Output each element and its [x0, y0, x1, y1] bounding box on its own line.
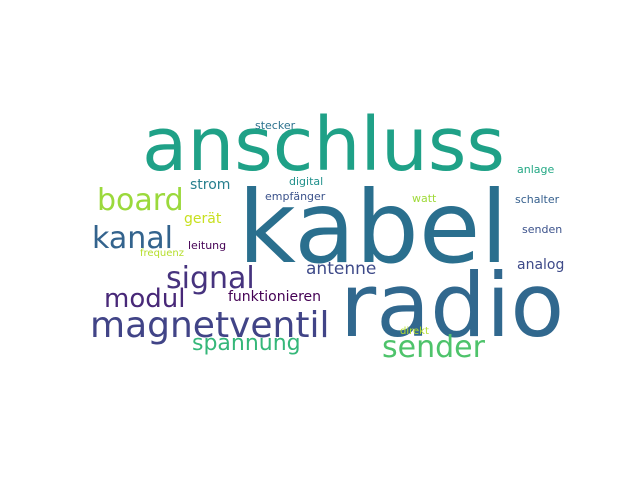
- word-spannung: spannung: [192, 331, 301, 356]
- word-magnetventil: magnetventil: [90, 305, 330, 346]
- word-board: board: [97, 183, 184, 218]
- word-antenne: antenne: [306, 259, 377, 279]
- word-kabel: kabel: [238, 169, 509, 286]
- word-signal: signal: [166, 261, 255, 296]
- word-digital: digital: [289, 175, 324, 188]
- word-radio: radio: [340, 254, 565, 357]
- word-stecker: stecker: [255, 119, 296, 132]
- word-gerat: gerät: [184, 211, 222, 227]
- word-anschluss: anschluss: [142, 102, 505, 188]
- word-leitung: leitung: [188, 239, 227, 252]
- word-sender: sender: [382, 330, 485, 365]
- word-frequenz: frequenz: [140, 248, 184, 259]
- word-anlage: anlage: [517, 163, 555, 176]
- word-strom: strom: [190, 177, 231, 193]
- word-kanal: kanal: [92, 221, 173, 256]
- word-watt: watt: [412, 192, 437, 205]
- word-senden: senden: [522, 223, 563, 236]
- word-schalter: schalter: [515, 193, 560, 206]
- word-direkt: direkt: [400, 326, 429, 337]
- word-modul: modul: [104, 284, 186, 314]
- word-funktionieren: funktionieren: [228, 289, 322, 305]
- word-analog: analog: [517, 257, 565, 273]
- word-empfanger: empfänger: [265, 190, 326, 203]
